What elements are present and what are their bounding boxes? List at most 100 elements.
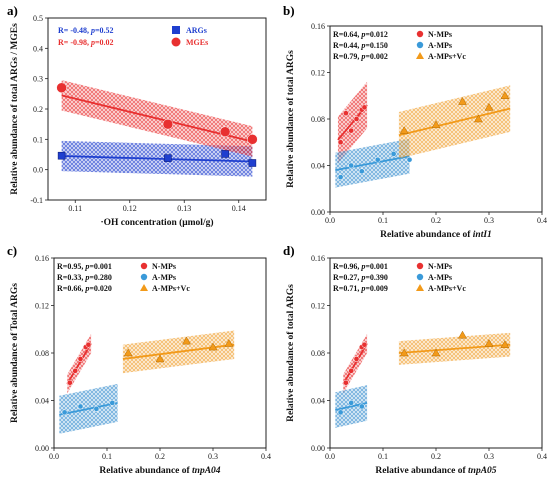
- legend-stat-r: R= -0.98,: [58, 38, 91, 47]
- legend-stat: R=0.96, p=0.001: [333, 262, 388, 271]
- y-tick-label: 0.04: [311, 397, 325, 406]
- y-tick-label: 0.12: [35, 302, 49, 311]
- legend-name: A-MPs: [428, 273, 452, 282]
- y-tick-label: 0.04: [311, 162, 325, 171]
- y-tick-label: 0.16: [35, 254, 49, 263]
- legend-stat: R=0.66, p=0.020: [57, 284, 112, 293]
- x-axis-label: Relative abundance of tnpA05: [375, 466, 496, 476]
- x-tick-label: 0.2: [155, 452, 165, 461]
- data-point: [500, 340, 510, 348]
- data-point: [358, 403, 365, 410]
- y-tick-label: 0.00: [311, 208, 325, 217]
- legend-name: ARGs: [186, 26, 207, 35]
- legend-name: A-MPs: [152, 273, 176, 282]
- data-point: [348, 400, 355, 406]
- data-point: [348, 127, 355, 134]
- legend-stat-p-symbol: p: [360, 52, 365, 61]
- legend-stat: R=0.33, p=0.280: [57, 273, 112, 282]
- data-point: [61, 409, 68, 416]
- y-axis-label: Relative abundance of total ARGs / MGEs: [10, 23, 20, 195]
- legend-stat-p-symbol: p: [90, 38, 95, 47]
- panel-label: b): [283, 4, 295, 18]
- data-point: [123, 348, 133, 357]
- fit-line: [66, 343, 92, 385]
- x-tick-label: 0.2: [431, 452, 441, 461]
- y-tick-label: 0.16: [311, 22, 325, 31]
- data-point: [208, 342, 218, 351]
- x-axis-label-gene: tnpA05: [468, 466, 497, 476]
- series-a-mps-vc: [122, 330, 235, 374]
- y-tick-label: 0.00: [35, 444, 49, 453]
- data-point: [361, 104, 368, 111]
- legend-stat-p: =0.150: [365, 41, 388, 50]
- data-point: [343, 110, 349, 117]
- y-tick-label: 0.1: [33, 135, 43, 144]
- legend-stat-p-symbol: p: [360, 30, 365, 39]
- data-point: [473, 114, 483, 123]
- data-point: [458, 330, 467, 339]
- ticks: 0.0 0.1 0.2 0.3 0.4 0.00 0.04 0.08 0.12 0.16: [35, 254, 271, 461]
- y-tick-label: 0.4: [33, 44, 43, 53]
- series-mges: [56, 80, 258, 157]
- data-point: [247, 134, 258, 145]
- x-tick-label: 0.11: [68, 204, 82, 213]
- legend-stat: R=0.64, p=0.012: [333, 30, 388, 39]
- legend-stat-p: =0.52: [95, 26, 114, 35]
- data-point: [337, 139, 344, 146]
- x-tick-label: 0.4: [261, 452, 271, 461]
- series-a-mps-vc: [398, 85, 511, 159]
- data-point: [57, 151, 66, 160]
- legend-stat-p: =0.002: [365, 52, 388, 61]
- y-tick-label: 0.08: [311, 115, 325, 124]
- series-a-mps: [335, 138, 413, 188]
- y-tick-label: 0.0: [33, 166, 43, 175]
- legend-stat-p-symbol: p: [360, 273, 365, 282]
- panel-c: c) 0.0 0.1 0.2 0.3 0.4 0.00 0.04 0.08 0.12 0.16 Rel…: [4, 244, 276, 486]
- x-axis-label-gene: intI1: [473, 230, 492, 238]
- x-axis-label: Relative abundance of intI1: [380, 230, 492, 238]
- data-point: [358, 168, 365, 175]
- series-n-mps: [66, 334, 92, 394]
- x-tick-label: 0.0: [325, 216, 335, 225]
- fit-line: [59, 401, 118, 416]
- y-tick-label: 0.12: [311, 69, 325, 78]
- legend-name: N-MPs: [428, 30, 452, 39]
- y-tick-label: 0.12: [311, 302, 325, 311]
- x-axis-label-text: Relative abundance of: [375, 466, 468, 476]
- data-point: [93, 405, 100, 412]
- fit-line: [335, 155, 410, 172]
- legend-stat-r: R=0.95,: [57, 262, 85, 271]
- data-point: [182, 336, 191, 345]
- ticks: 0.0 0.1 0.2 0.3 0.4 0.00 0.04 0.08 0.12 0.16: [311, 254, 547, 461]
- panel-a: a) 0.11 0.12 0.13 0.14 -0.1 0.0 0.1 0.2 0.3 0.4 0.5…: [4, 4, 276, 238]
- x-tick-label: 0.12: [123, 204, 137, 213]
- legend-marker: [140, 284, 148, 291]
- y-tick-label: 0.04: [35, 397, 49, 406]
- series-a-mps: [335, 385, 368, 428]
- ticks: 0.0 0.1 0.2 0.3 0.4 0.00 0.04 0.08 0.12 0.16: [311, 22, 547, 225]
- legend-stat-p: =0.280: [89, 273, 112, 282]
- panel-label: d): [283, 244, 295, 258]
- legend-stat-p-symbol: p: [360, 262, 365, 271]
- legend-stat-p: =0.02: [95, 38, 114, 47]
- data-point: [484, 102, 494, 111]
- y-tick-label: 0.3: [33, 75, 43, 84]
- legend-marker: [416, 284, 424, 291]
- series-n-mps: [342, 334, 368, 394]
- chart-a: a) 0.11 0.12 0.13 0.14 -0.1 0.0 0.1 0.2 0.3 0.4 0.5…: [7, 4, 267, 228]
- x-tick-label: 0.2: [431, 216, 441, 225]
- x-tick-label: 0.3: [208, 452, 218, 461]
- data-point: [77, 403, 84, 410]
- data-point: [77, 356, 84, 362]
- x-axis-label-text: Relative abundance of: [380, 230, 473, 238]
- data-point: [337, 409, 344, 416]
- legend-stat-r: R= -0.48,: [58, 26, 91, 35]
- data-point: [348, 162, 355, 169]
- x-tick-label: 0.0: [325, 452, 335, 461]
- data-point: [162, 118, 174, 130]
- data-point: [224, 338, 234, 347]
- x-tick-label: 0.1: [378, 216, 388, 225]
- series-args: [57, 140, 257, 177]
- legend-marker: [171, 37, 181, 47]
- chart-c: c) 0.0 0.1 0.2 0.3 0.4 0.00 0.04 0.08 0.12 0.16 Rel…: [7, 244, 271, 476]
